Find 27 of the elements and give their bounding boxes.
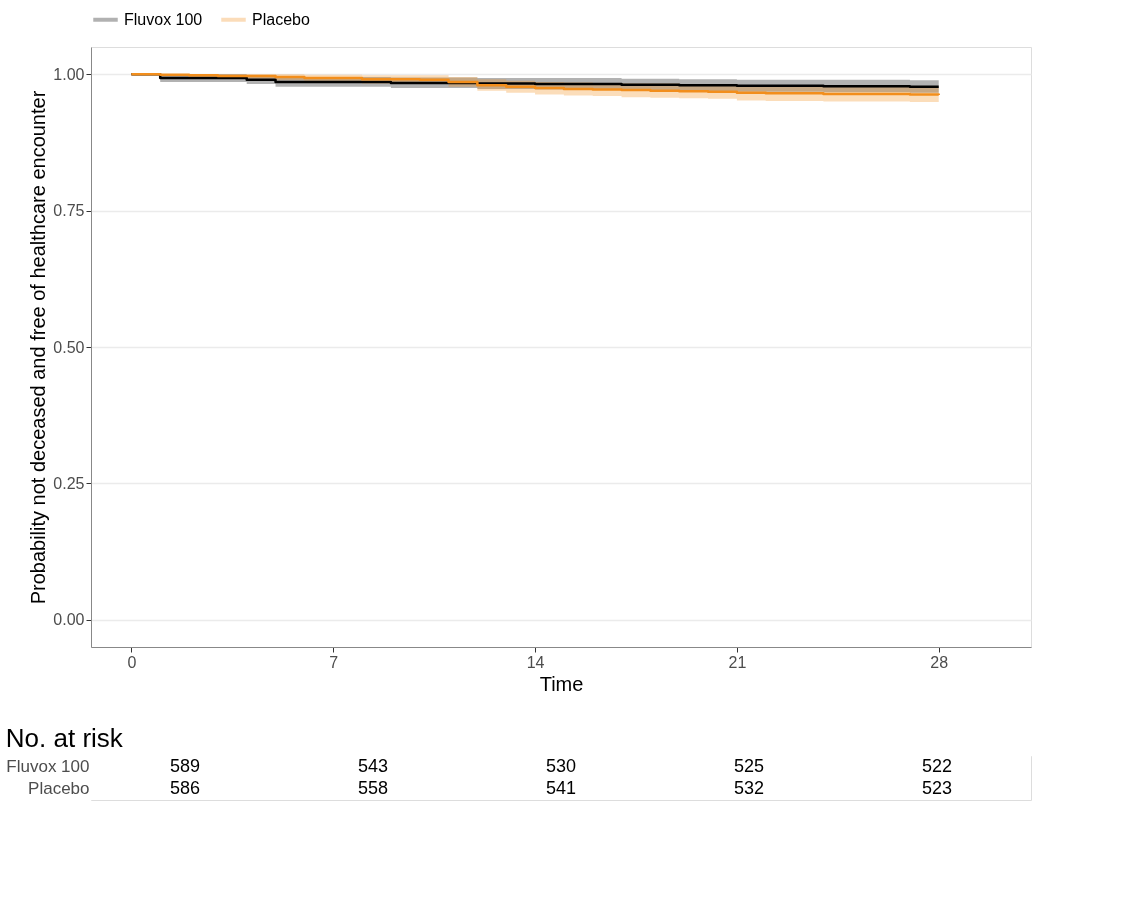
data-label: 541 xyxy=(545,778,577,798)
y-tick-label: Placebo xyxy=(28,779,90,798)
y-tick-label: Fluvox 100 xyxy=(6,757,90,776)
data-label: 530 xyxy=(545,756,577,776)
data-label: 589 xyxy=(169,756,201,776)
legend-label: Placebo xyxy=(252,10,310,28)
data-label: 586 xyxy=(169,778,201,798)
y-tick-label: 0.00 xyxy=(53,611,85,629)
x-tick-label: 28 xyxy=(930,653,949,671)
x-tick-label: 0 xyxy=(127,653,137,671)
y-axis-title: Probability not deceased and free of healthcare encounter xyxy=(27,90,50,605)
chart-title: No. at risk xyxy=(5,723,124,753)
data-label: 523 xyxy=(921,778,953,798)
y-tick-label: 1.00 xyxy=(53,65,85,83)
x-tick-label: 14 xyxy=(526,653,545,671)
data-label: 543 xyxy=(357,756,389,776)
data-label: 532 xyxy=(733,778,765,798)
legend-label: Fluvox 100 xyxy=(124,10,203,28)
x-tick-label: 7 xyxy=(329,653,339,671)
data-label: 525 xyxy=(733,756,765,776)
x-tick-label: 21 xyxy=(728,653,747,671)
y-tick-label: 0.75 xyxy=(53,202,85,220)
data-label: 522 xyxy=(921,756,953,776)
y-tick-label: 0.50 xyxy=(53,338,85,356)
x-axis-title: Time xyxy=(539,672,584,695)
y-tick-label: 0.25 xyxy=(53,474,85,492)
data-label: 558 xyxy=(357,778,389,798)
